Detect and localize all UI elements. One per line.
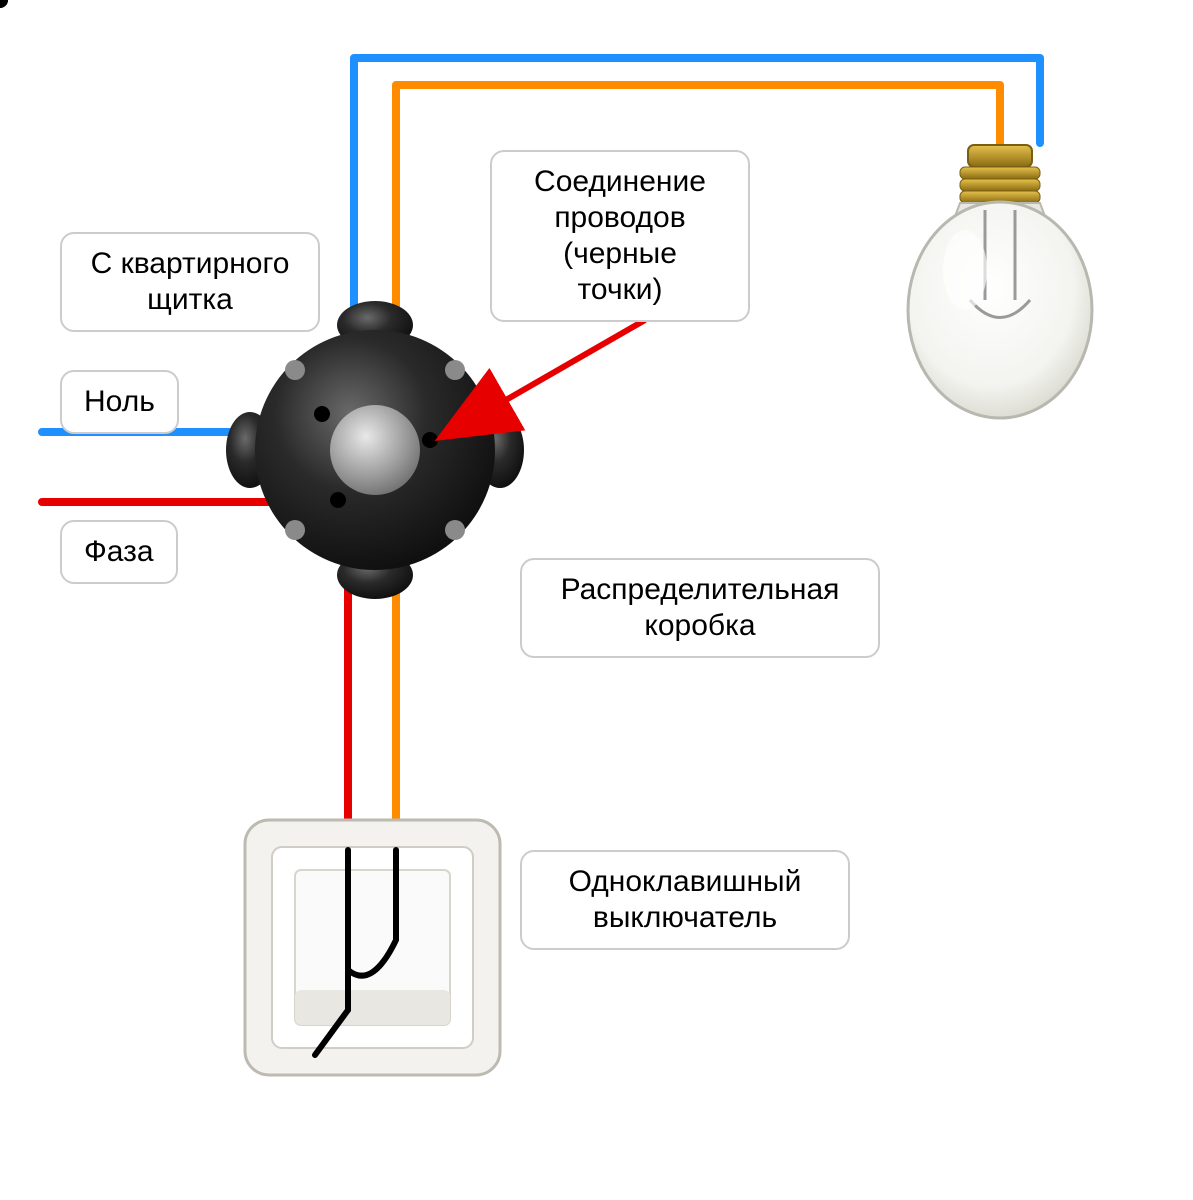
label-phase: Фаза (60, 520, 178, 584)
label-from-panel: С квартирного щитка (60, 232, 320, 332)
label-wire-join: Соединение проводов (черные точки) (490, 150, 750, 322)
wall-switch (245, 820, 500, 1075)
label-neutral: Ноль (60, 370, 179, 434)
connection-dots (314, 406, 438, 508)
label-switch: Одноклавишный выключатель (520, 850, 850, 950)
pointer-arrow (445, 320, 645, 435)
label-junction-box: Распределительная коробка (520, 558, 880, 658)
light-bulb (908, 145, 1092, 418)
junction-box (226, 301, 524, 599)
switch-schematic (0, 0, 396, 1055)
